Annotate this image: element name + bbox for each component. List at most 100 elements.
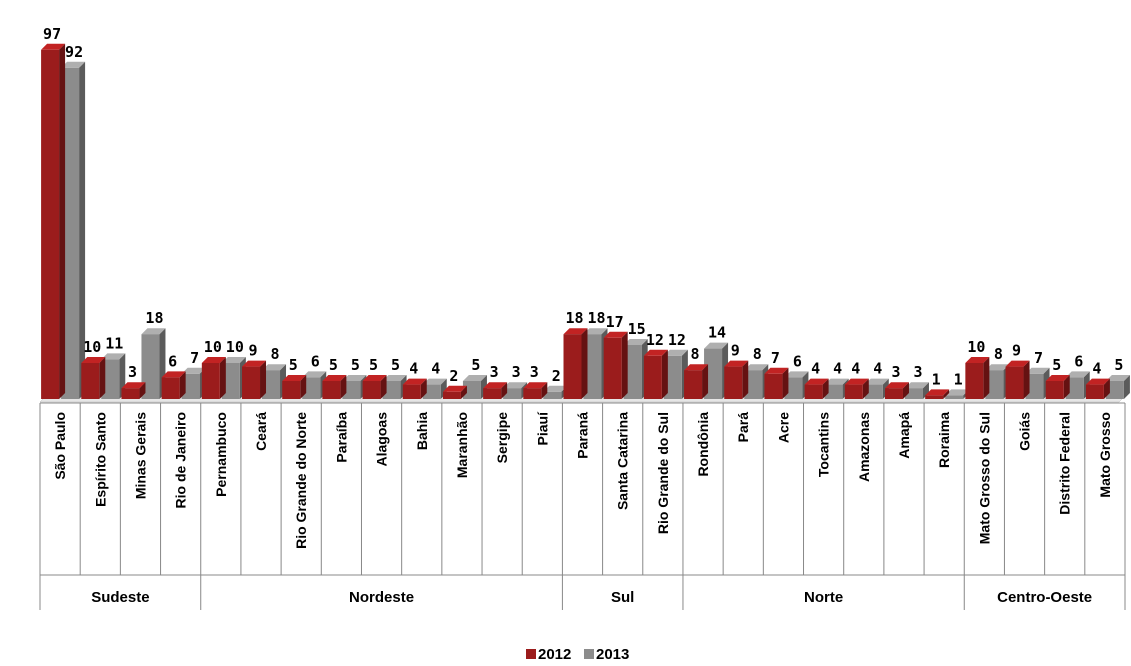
data-label-2012: 5 <box>329 356 338 374</box>
data-label-2013: 11 <box>105 334 123 352</box>
legend-label-2012: 2012 <box>538 646 571 663</box>
data-label-2013: 7 <box>1034 349 1043 367</box>
bar-2012-5 <box>242 360 267 399</box>
bar-2012-16 <box>684 364 709 399</box>
category-label: Tocantins <box>816 412 832 477</box>
category-label: Acre <box>775 412 791 443</box>
category-label: Amazonas <box>856 412 872 482</box>
data-label-2012: 8 <box>691 345 700 363</box>
group-label: Centro-Oeste <box>997 589 1092 606</box>
data-label-2013: 3 <box>913 363 922 381</box>
group-label: Norte <box>804 589 843 606</box>
data-label-2013: 6 <box>793 352 802 370</box>
bar-2012-6 <box>282 375 307 399</box>
bar-2012-7 <box>322 375 347 399</box>
bar-2012-12 <box>523 382 548 399</box>
legend: 2012 2013 <box>526 646 629 663</box>
bar-2012-25 <box>1045 375 1070 399</box>
category-label: Maranhão <box>454 412 470 478</box>
data-label-2012: 3 <box>128 363 137 381</box>
category-label: Ceará <box>253 412 269 451</box>
group-label: Sudeste <box>91 589 149 606</box>
bar-2013-24 <box>1025 367 1050 399</box>
bar-2013-13 <box>583 328 608 399</box>
data-label-2013: 5 <box>471 356 480 374</box>
data-label-2012: 5 <box>369 356 378 374</box>
group-label: Sul <box>611 589 634 606</box>
category-label: Bahia <box>414 412 430 450</box>
data-label-2013: 2 <box>552 367 561 385</box>
data-label-2012: 5 <box>289 356 298 374</box>
category-label: Minas Gerais <box>132 412 148 499</box>
category-label: Sergipe <box>494 412 510 464</box>
data-label-2013: 5 <box>351 356 360 374</box>
data-label-2013: 8 <box>994 345 1003 363</box>
category-label: Roraima <box>936 412 952 468</box>
bar-2012-13 <box>563 328 588 399</box>
data-label-2013: 3 <box>512 363 521 381</box>
bar-2012-15 <box>643 349 668 399</box>
data-label-2013: 92 <box>65 43 83 61</box>
data-label-2013: 4 <box>431 360 440 378</box>
data-label-2012: 4 <box>851 360 860 378</box>
data-label-2012: 2 <box>449 367 458 385</box>
bar-2012-19 <box>804 378 829 399</box>
data-label-2012: 9 <box>1012 342 1021 360</box>
bar-2012-9 <box>402 378 427 399</box>
category-label: Distrito Federal <box>1057 412 1073 515</box>
data-label-2013: 10 <box>226 338 244 356</box>
data-label-2013: 12 <box>668 331 686 349</box>
data-label-2013: 15 <box>628 320 646 338</box>
data-label-2012: 5 <box>1052 356 1061 374</box>
legend-swatch-2013 <box>584 649 594 659</box>
category-label: Rio de Janeiro <box>173 412 189 508</box>
bar-2013-1 <box>101 353 126 399</box>
data-label-2012: 3 <box>891 363 900 381</box>
bar-2013-21 <box>904 382 929 399</box>
category-label: Rio Grande do Sul <box>655 412 671 534</box>
category-label: Mato Grosso <box>1097 412 1113 498</box>
category-label: Rio Grande do Norte <box>293 412 309 549</box>
category-label: Amapá <box>896 412 912 459</box>
data-label-2012: 3 <box>490 363 499 381</box>
bar-2012-4 <box>201 357 226 399</box>
category-axis: São Paulo Espírito Santo Minas Gerais Rio d… <box>39 402 1126 610</box>
legend-label-2013: 2013 <box>596 646 629 663</box>
category-label: Goiás <box>1017 412 1033 451</box>
data-label-2013: 14 <box>708 324 726 342</box>
category-label: Rondônia <box>695 412 711 477</box>
data-label-2013: 6 <box>311 352 320 370</box>
data-label-2012: 6 <box>168 352 177 370</box>
data-label-2012: 17 <box>606 313 624 331</box>
bar-2012-3 <box>161 371 186 399</box>
data-label-2013: 8 <box>753 345 762 363</box>
data-label-2012: 4 <box>1092 360 1101 378</box>
bar-2012-0 <box>41 43 66 400</box>
data-label-2012: 10 <box>204 338 222 356</box>
category-label: Alagoas <box>374 412 390 467</box>
bar-2012-1 <box>81 357 106 399</box>
data-label-2012: 3 <box>530 363 539 381</box>
bar-2012-26 <box>1085 378 1110 399</box>
data-label-2012: 4 <box>811 360 820 378</box>
category-label: Paraíba <box>333 412 349 463</box>
category-label: Espírito Santo <box>92 412 108 507</box>
category-label: Pará <box>735 412 751 443</box>
data-label-2012: 1 <box>932 370 941 388</box>
data-label-2012: 12 <box>646 331 664 349</box>
bar-2012-14 <box>603 331 628 399</box>
bar-2012-23 <box>965 357 990 399</box>
category-label: Paraná <box>575 412 591 459</box>
data-label-2012: 10 <box>967 338 985 356</box>
bars-layer <box>39 43 1130 403</box>
data-label-2012: 97 <box>43 25 61 43</box>
category-label: São Paulo <box>52 412 68 480</box>
data-label-2013: 5 <box>1114 356 1123 374</box>
bar-2012-18 <box>764 367 789 399</box>
data-label-2012: 10 <box>83 338 101 356</box>
data-label-2013: 4 <box>873 360 882 378</box>
bar-2013-6 <box>302 371 327 399</box>
data-label-2013: 18 <box>587 309 605 327</box>
data-label-2013: 1 <box>954 370 963 388</box>
